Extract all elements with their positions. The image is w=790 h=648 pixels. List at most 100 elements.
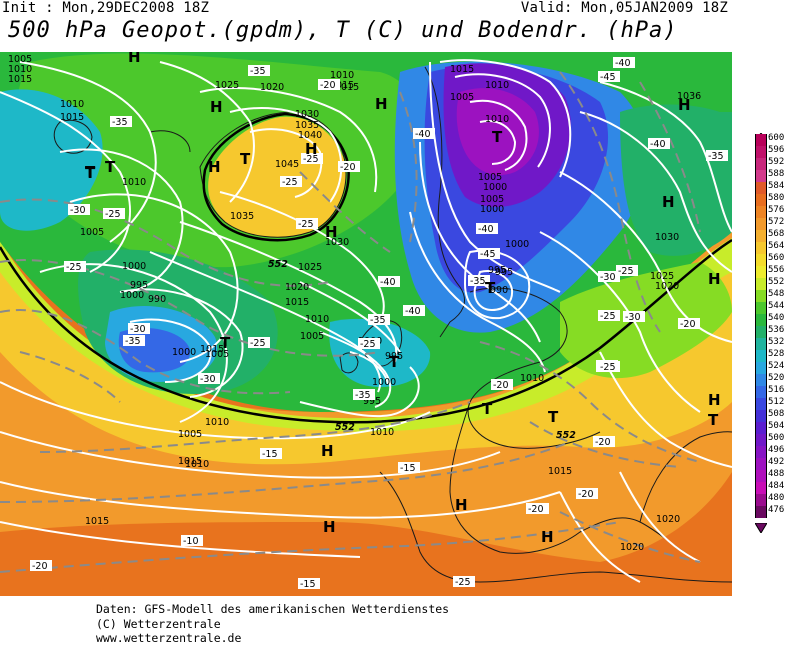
- legend-swatch: [755, 386, 767, 398]
- isotherm-label: -15: [298, 578, 320, 590]
- isobar-line: [179, 221, 398, 363]
- isobar-label: 1005: [178, 429, 202, 440]
- isotherm-label-text: -35: [112, 117, 128, 128]
- legend-swatch: [755, 374, 767, 386]
- high-pressure-symbol: H: [678, 96, 691, 114]
- isotherm-label: -15: [398, 462, 420, 474]
- legend-swatch: [755, 134, 767, 146]
- isotherm-label: -25: [248, 337, 270, 349]
- isotherm-line: [0, 198, 331, 287]
- legend-swatch: [755, 434, 767, 446]
- isotherm-label-text: -25: [250, 338, 266, 349]
- isobar-label-text: 1005: [205, 349, 229, 360]
- isotherm-label-text: -30: [625, 312, 641, 323]
- isobar-line: [473, 270, 514, 312]
- legend-label: 568: [768, 229, 785, 239]
- isobars: [0, 59, 732, 583]
- isobar-label: 1005: [80, 227, 104, 238]
- contour-552-label: 552: [335, 422, 355, 433]
- legend-label: 528: [768, 349, 785, 359]
- isotherm-label: -15: [260, 448, 282, 460]
- isotherm-label: -25: [103, 208, 125, 220]
- isobar-label: 1005: [205, 349, 229, 360]
- legend-swatch: [755, 410, 767, 422]
- isobar-label: 1035: [230, 211, 254, 222]
- isotherm-label: -35: [123, 335, 145, 347]
- legend-swatch: [755, 446, 767, 458]
- legend-swatch: [755, 470, 767, 482]
- isobar-label: 1010: [485, 114, 509, 125]
- isobar-label: 1010: [122, 177, 146, 188]
- isobar-label: 1020: [620, 542, 644, 553]
- isobar-label-text: 1015: [335, 82, 359, 93]
- isotherm-label-text: -10: [183, 536, 199, 547]
- isobar-label: 1020: [655, 281, 679, 292]
- isobar-label: 1030: [655, 232, 679, 243]
- legend-label: 476: [768, 505, 785, 515]
- isobar-label: 1010: [205, 417, 229, 428]
- fill-orange: [0, 232, 732, 562]
- isotherm-label-text: -35: [250, 66, 266, 77]
- high-pressure-symbol: H: [325, 223, 338, 241]
- isotherm-label: -30: [68, 204, 90, 216]
- isobar-label-text: 1015: [450, 64, 474, 75]
- isobar-line: [479, 120, 517, 165]
- isobar-label: 1005: [478, 172, 502, 183]
- isotherm-label-text: -45: [600, 72, 616, 83]
- isobar-line: [149, 251, 382, 393]
- legend-swatch: [755, 506, 767, 518]
- isotherm-label-text: -20: [32, 561, 48, 572]
- isobar-label: 1030: [295, 109, 319, 120]
- isotherm-line: [479, 341, 701, 463]
- isobar-label: 995: [130, 280, 148, 291]
- legend-swatch: [755, 422, 767, 434]
- isotherm-label: -35: [353, 389, 375, 401]
- isobar-label: 1015: [548, 466, 572, 477]
- isotherm-label: -45: [598, 71, 620, 83]
- isobar-label: 1000: [172, 347, 196, 358]
- isobar-label-text: 1000: [122, 261, 146, 272]
- isotherm-label-text: -20: [595, 437, 611, 448]
- isobar-label: 995: [488, 265, 506, 276]
- high-pressure-symbol: H: [321, 442, 334, 460]
- isobar-line: [559, 491, 641, 583]
- valid-time: Valid: Mon,05JAN2009 18Z: [520, 0, 728, 16]
- isotherm-line: [0, 441, 571, 503]
- legend-swatch: [755, 182, 767, 194]
- isobar-label: 1045: [275, 159, 299, 170]
- isotherm-label: -25: [598, 310, 620, 322]
- isobar-label: 1000: [483, 182, 507, 193]
- isobar-label-text: 1015: [330, 80, 354, 91]
- isotherm-label: -40: [403, 305, 425, 317]
- footer-url: www.wetterzentrale.de: [96, 631, 242, 646]
- isobar-label-text: 995: [495, 267, 513, 278]
- isobar-label-text: 1010: [330, 70, 354, 81]
- isobar-label-text: 990: [148, 294, 166, 305]
- isobar-line: [129, 318, 212, 383]
- isobar-label-text: 1010: [122, 177, 146, 188]
- isobar-label-text: 1005: [450, 92, 474, 103]
- legend-label: 480: [768, 493, 785, 503]
- high-pressure-symbol: H: [708, 270, 721, 288]
- legend-swatch: [755, 278, 767, 290]
- legend-swatch: [755, 362, 767, 374]
- isotherm-label-text: -25: [455, 577, 471, 588]
- isotherm-label-text: -20: [528, 504, 544, 515]
- isobar-line: [249, 128, 323, 198]
- isobar-label-text: 1000: [480, 204, 504, 215]
- isobar-label-text: 1025: [650, 271, 674, 282]
- fill-green-east: [560, 262, 732, 379]
- isotherm-label-text: -35: [125, 336, 141, 347]
- isobar-label: 1000: [505, 239, 529, 250]
- legend-label: 532: [768, 337, 785, 347]
- legend-top-cap: [754, 126, 768, 142]
- isotherm-label: -35: [110, 116, 132, 128]
- isotherm-label-text: -25: [282, 177, 298, 188]
- legend-swatch: [755, 302, 767, 314]
- isobar-line: [454, 73, 551, 168]
- isobar-label-text: 1005: [480, 194, 504, 205]
- isobar-label-text: 995: [385, 351, 403, 362]
- footer-data-source: Daten: GFS-Modell des amerikanischen Wet…: [96, 602, 450, 616]
- isotherm-label: -40: [648, 138, 670, 150]
- legend-label: 572: [768, 217, 785, 227]
